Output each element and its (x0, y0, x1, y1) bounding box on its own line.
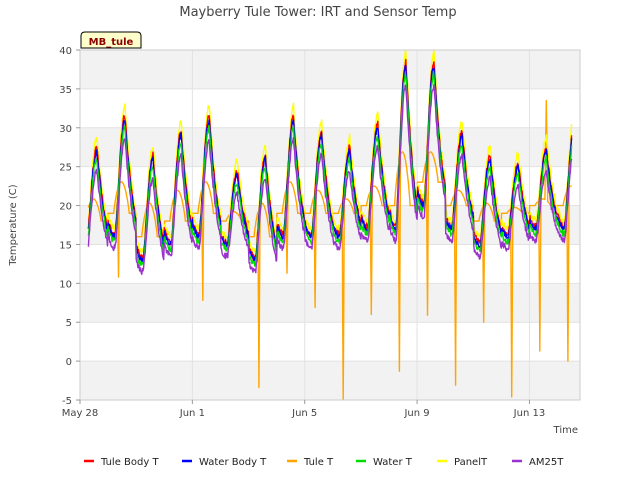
y-tick-label: 10 (59, 279, 72, 290)
legend-label: Tule T (303, 457, 334, 468)
y-tick-label: 40 (59, 46, 72, 57)
x-tick-label: May 28 (62, 408, 99, 419)
y-axis-label: Temperature (C) (8, 184, 19, 266)
plot-band (80, 361, 580, 400)
series-line (87, 49, 573, 255)
x-axis-label: Time (553, 425, 578, 436)
legend-label: Tule Body T (100, 457, 159, 468)
legend-item: Tule Body T (84, 457, 159, 468)
x-tick-label: Jun 9 (403, 408, 429, 419)
series-line (87, 84, 573, 275)
y-tick-label: 35 (59, 85, 72, 96)
station-badge: MB_tule (80, 31, 142, 49)
series-layer (87, 49, 573, 400)
x-tick-label: Jun 1 (179, 408, 205, 419)
legend: Tule Body T Water Body T Tule T Water T Pane… (84, 457, 564, 468)
legend-label: Water Body T (199, 457, 267, 468)
plot-band (80, 127, 580, 167)
y-tick-label: 5 (66, 318, 72, 329)
legend-label: AM25T (529, 457, 564, 468)
y-tick-label: 30 (59, 124, 72, 135)
legend-item: AM25T (512, 457, 564, 468)
y-axis-ticks: -5 0 5 10 15 20 25 30 35 40 (59, 46, 80, 407)
badge-box (80, 31, 142, 49)
legend-label: Water T (373, 457, 413, 468)
legend-label: PanelT (454, 457, 488, 468)
y-tick-label: 0 (66, 357, 72, 368)
plot-band (80, 283, 580, 323)
plot-band (80, 50, 580, 89)
chart-title: Mayberry Tule Tower: IRT and Sensor Temp (179, 5, 456, 20)
y-tick-label: -5 (62, 396, 72, 407)
y-tick-label: 25 (59, 163, 72, 174)
legend-item: Water Body T (182, 457, 267, 468)
x-axis-ticks: May 28 Jun 1 Jun 5 Jun 9 Jun 13 (62, 400, 545, 419)
y-tick-label: 15 (59, 240, 72, 251)
badge-label: MB_tule (89, 37, 134, 48)
legend-item: Water T (356, 457, 413, 468)
series-line (87, 64, 573, 263)
plot-frame (79, 49, 581, 401)
legend-item: PanelT (437, 457, 488, 468)
x-tick-label: Jun 5 (291, 408, 317, 419)
series-line (87, 70, 573, 267)
x-tick-label: Jun 13 (513, 408, 546, 419)
y-tick-label: 20 (59, 202, 72, 213)
legend-item: Tule T (287, 457, 334, 468)
